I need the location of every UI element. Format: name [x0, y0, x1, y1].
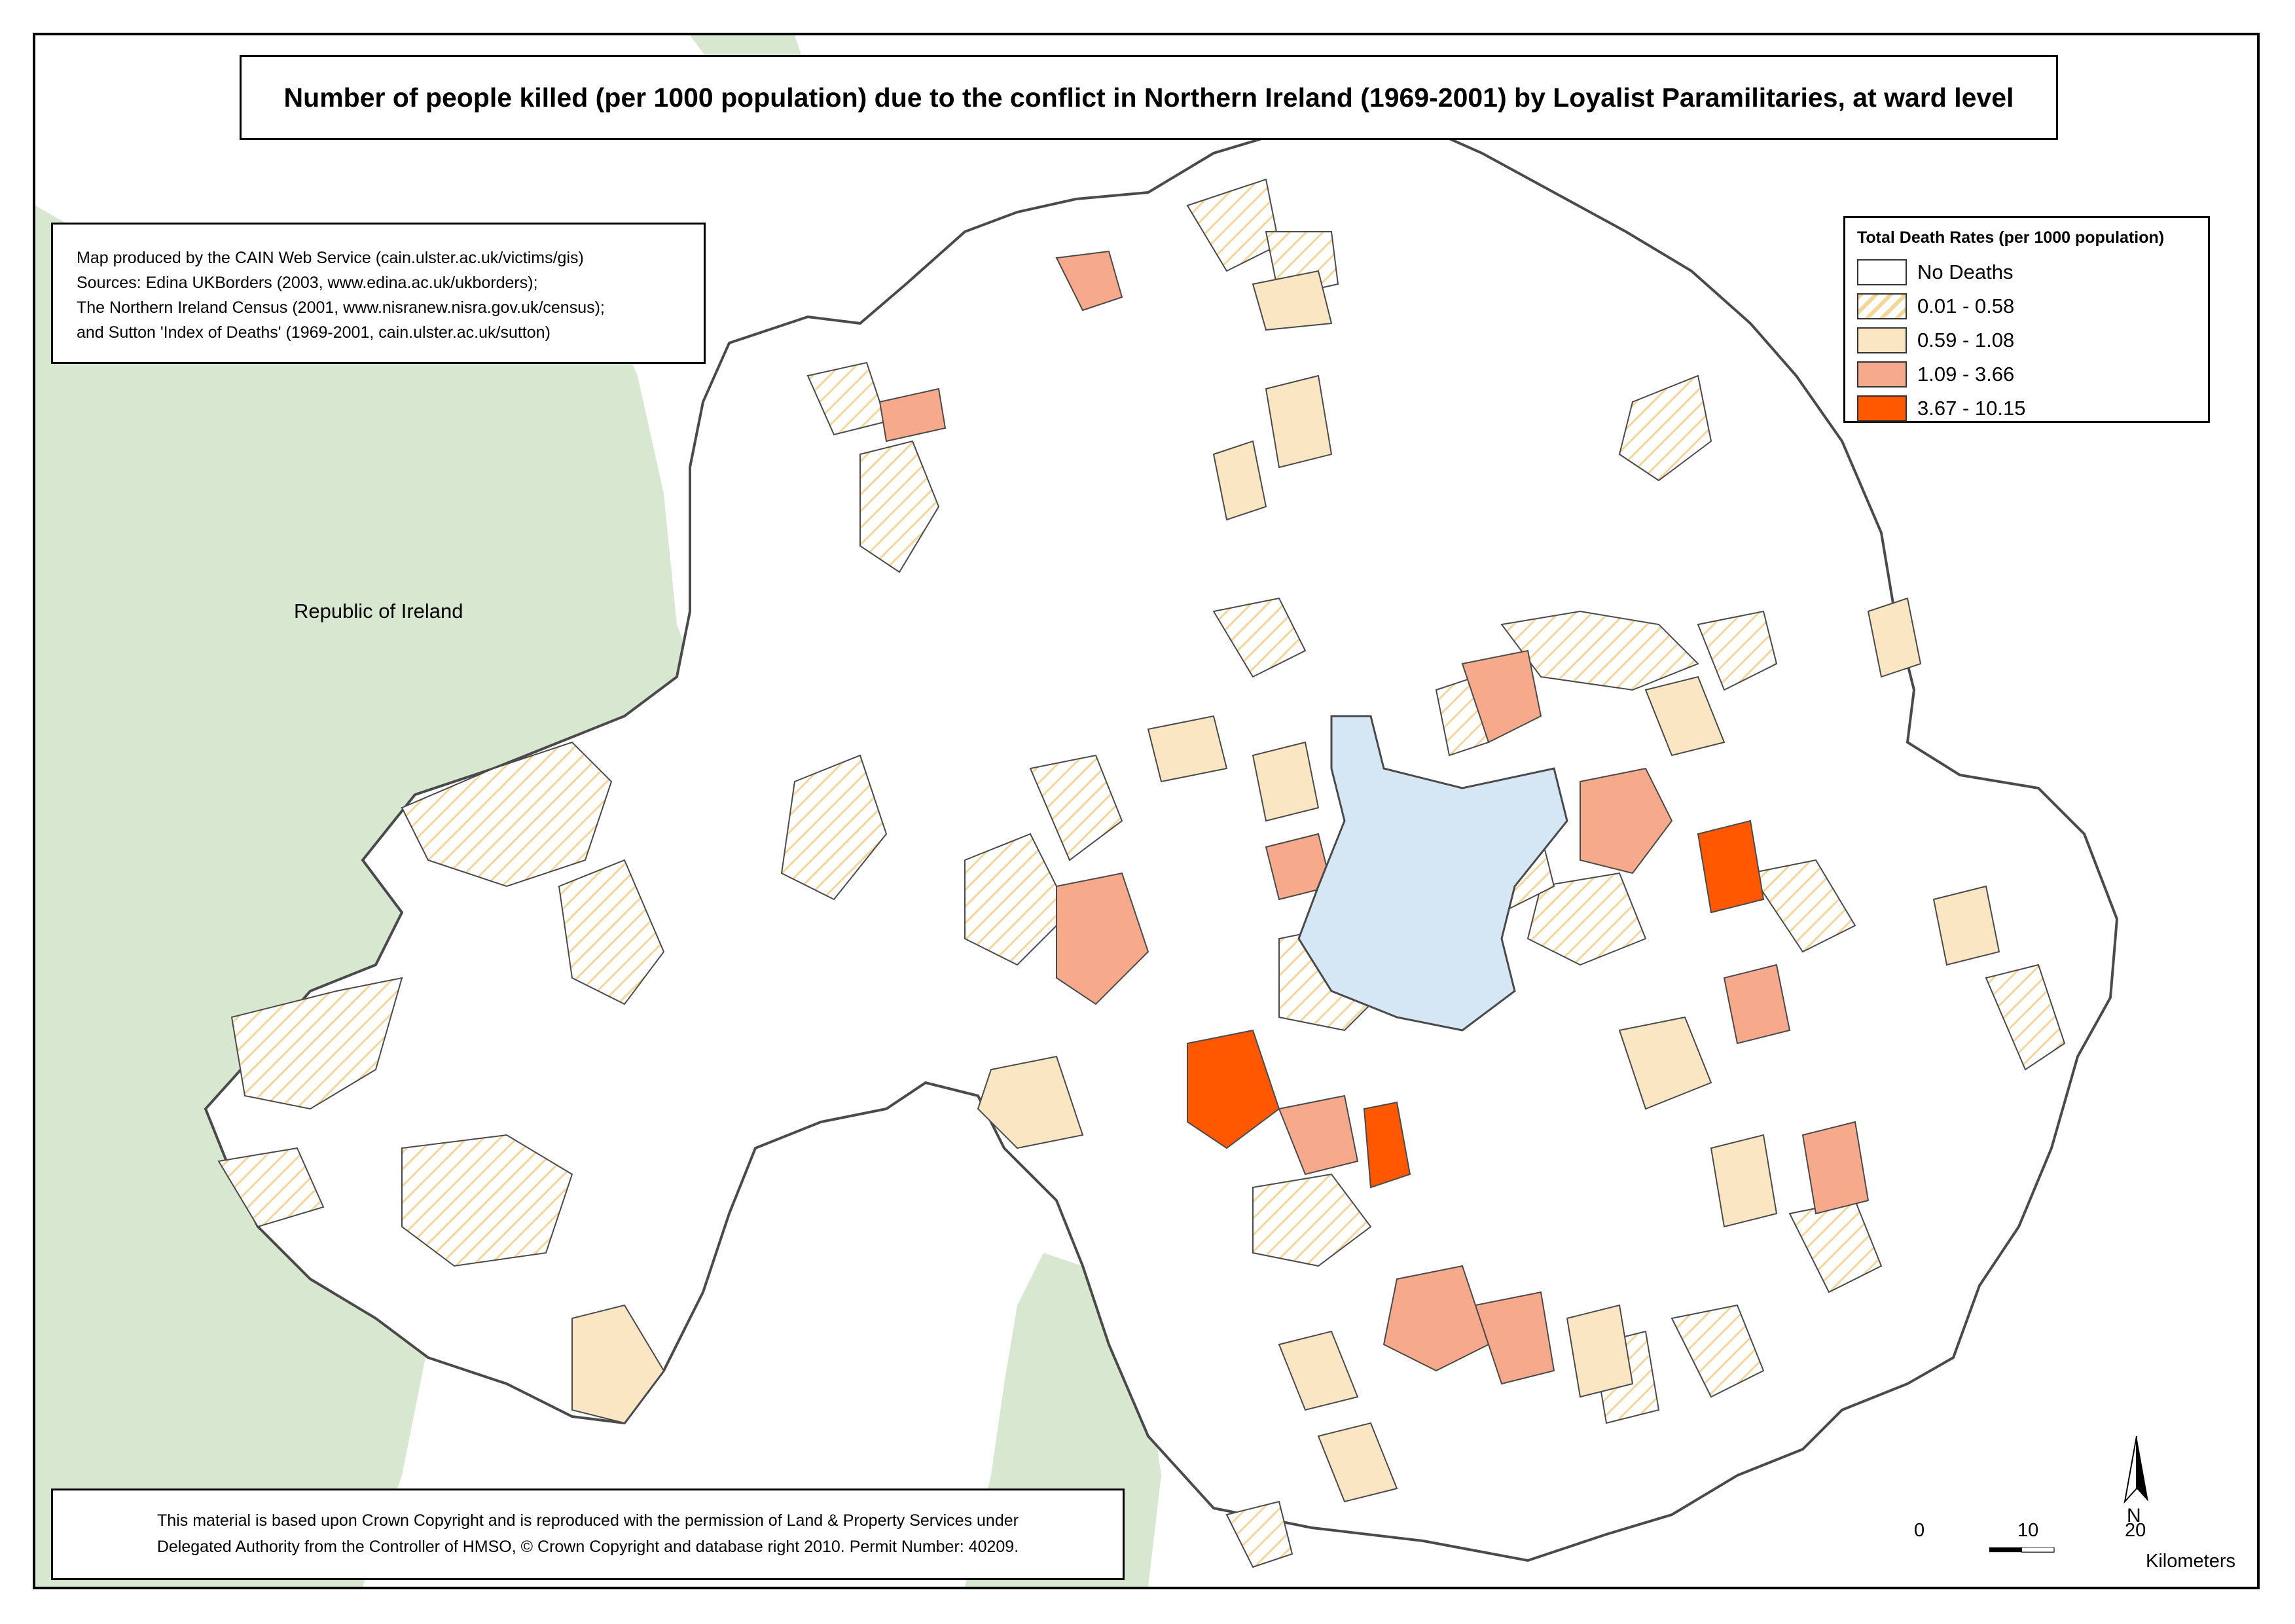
legend-label: 3.67 - 10.15 [1917, 397, 2026, 420]
copyright-box: This material is based upon Crown Copyri… [51, 1489, 1125, 1580]
legend: Total Death Rates (per 1000 population) … [1843, 216, 2210, 423]
legend-item: 0.59 - 1.08 [1857, 323, 2196, 357]
scale-tick: 0 [1914, 1520, 1925, 1541]
copyright-line: This material is based upon Crown Copyri… [157, 1511, 1019, 1530]
credits-box: Map produced by the CAIN Web Service (ca… [51, 223, 706, 364]
credit-line: and Sutton 'Index of Deaths' (1969-2001,… [77, 323, 551, 342]
scale-bar [1989, 1547, 2055, 1553]
legend-swatch-class-3 [1857, 327, 1907, 353]
scale-tick: 10 [2017, 1520, 2039, 1541]
scale-unit: Kilometers [2146, 1551, 2235, 1572]
legend-swatch-no-deaths [1857, 259, 1907, 285]
legend-swatch-class-4 [1857, 361, 1907, 388]
map-canvas [35, 35, 2119, 1587]
wards-class-2 [217, 178, 2066, 1568]
lough-neagh [1297, 715, 1568, 1032]
credit-line: Sources: Edina UKBorders (2003, www.edin… [77, 274, 538, 292]
legend-label: 1.09 - 3.66 [1917, 363, 2015, 386]
scale-tick: 20 [2125, 1520, 2146, 1541]
title-box: Number of people killed (per 1000 popula… [240, 55, 2058, 140]
north-arrow-icon [2123, 1436, 2148, 1504]
legend-swatch-class-5 [1857, 395, 1907, 422]
copyright-line: Delegated Authority from the Controller … [156, 1538, 1019, 1556]
republic-of-ireland-land [35, 206, 696, 1587]
map-title: Number of people killed (per 1000 popula… [283, 82, 2014, 113]
legend-label: 0.59 - 1.08 [1917, 329, 2015, 352]
wards-class-4 [878, 250, 1870, 1385]
legend-swatch-class-2 [1857, 293, 1907, 319]
map-frame: Number of people killed (per 1000 popula… [33, 33, 2260, 1589]
legend-label: 0.01 - 0.58 [1917, 295, 2015, 317]
legend-item: 0.01 - 0.58 [1857, 289, 2196, 323]
place-label-republic-of-ireland: Republic of Ireland [294, 600, 463, 623]
legend-item: No Deaths [1857, 255, 2196, 289]
credit-line: Map produced by the CAIN Web Service (ca… [77, 249, 584, 267]
wards-class-3 [571, 270, 2000, 1503]
wards-class-5 [1187, 820, 1765, 1189]
legend-item: 1.09 - 3.66 [1857, 357, 2196, 391]
credit-line: The Northern Ireland Census (2001, www.n… [77, 298, 605, 317]
legend-item: 3.67 - 10.15 [1857, 391, 2196, 425]
north-label: N [2127, 1505, 2141, 1526]
legend-label: No Deaths [1917, 261, 2014, 283]
legend-title: Total Death Rates (per 1000 population) [1857, 228, 2165, 247]
